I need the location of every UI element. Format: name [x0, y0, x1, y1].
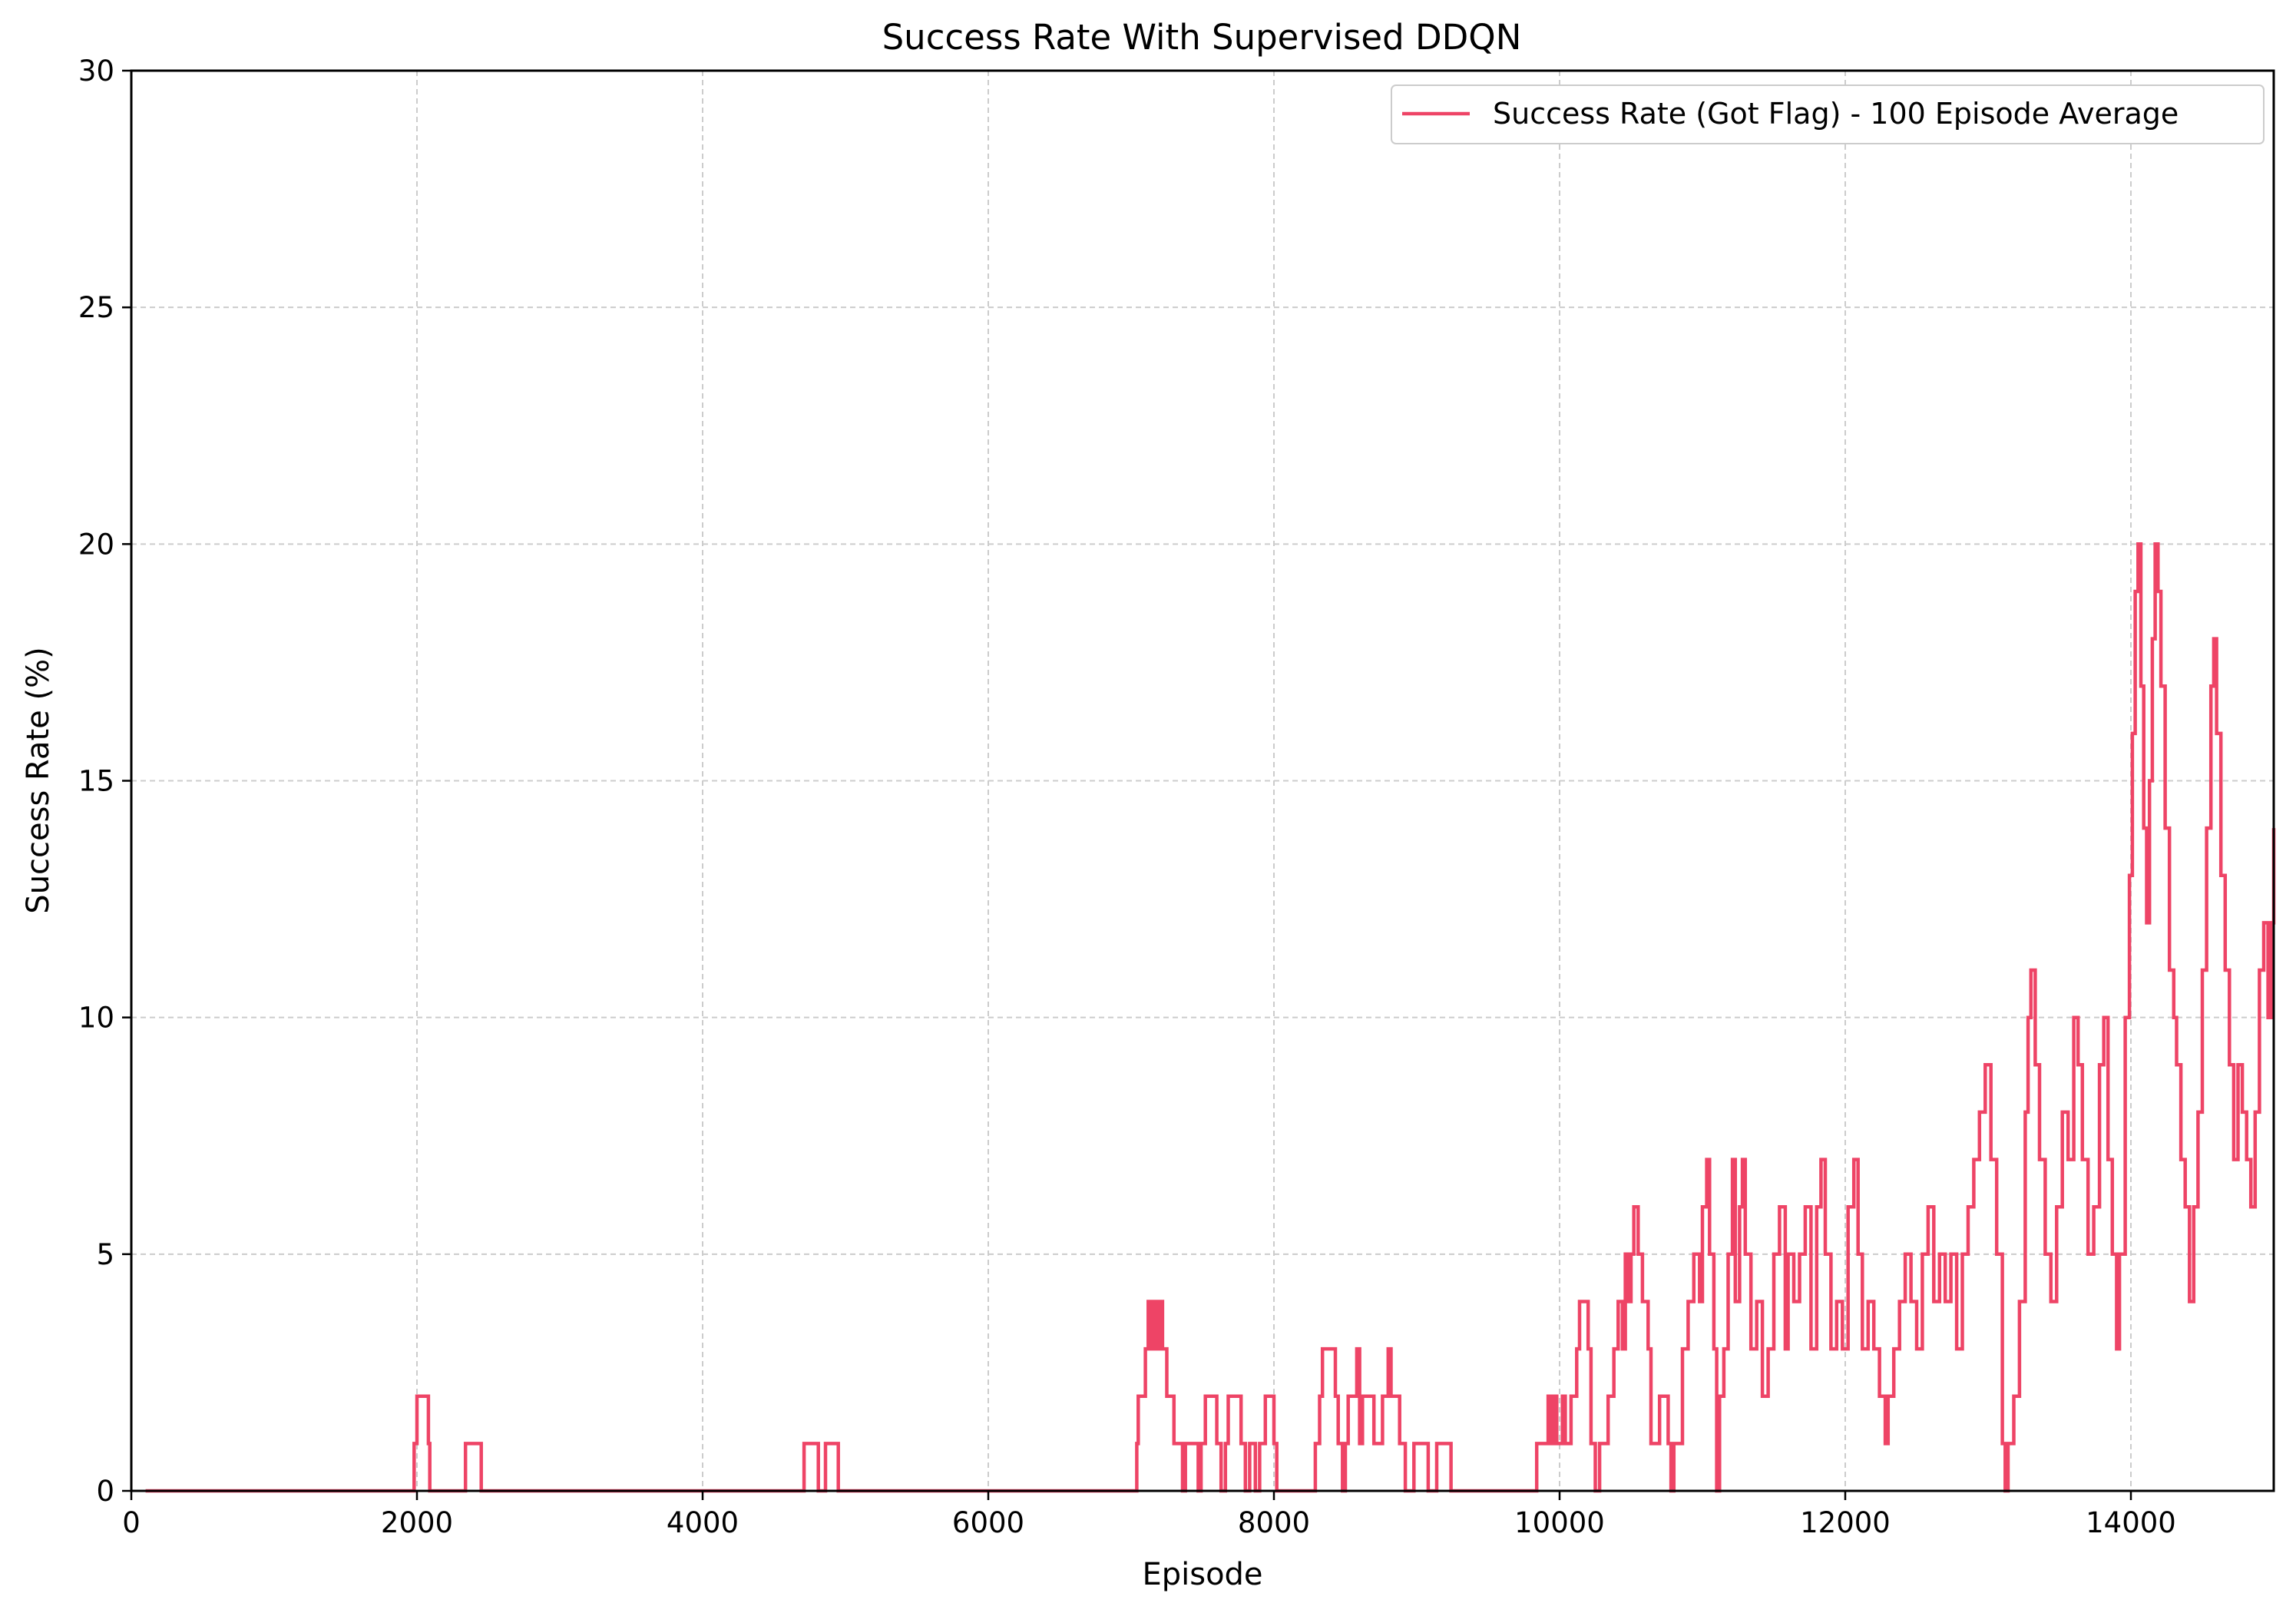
y-axis-title: Success Rate (%) — [21, 647, 56, 913]
legend: Success Rate (Got Flag) - 100 Episode Av… — [1391, 84, 2265, 144]
x-tick-label: 14000 — [2086, 1506, 2176, 1539]
legend-box — [1391, 84, 2265, 144]
series-layer — [145, 542, 2276, 1493]
y-tick-label: 5 — [96, 1238, 114, 1271]
x-tick-label: 0 — [122, 1506, 141, 1539]
series-line — [145, 542, 2276, 1493]
y-tick-label: 20 — [78, 528, 114, 561]
y-tick-label: 30 — [78, 55, 114, 88]
y-tick-label: 0 — [96, 1475, 114, 1508]
x-tick-label: 6000 — [952, 1506, 1024, 1539]
axis-ticks: 0 2000 4000 6000 8000 10000 12000 14000 0 5 10 15 20… — [78, 55, 2176, 1539]
x-tick-label: 2000 — [381, 1506, 453, 1539]
x-tick-label: 4000 — [667, 1506, 739, 1539]
x-tick-label: 8000 — [1238, 1506, 1310, 1539]
y-tick-label: 10 — [78, 1002, 114, 1035]
x-tick-label: 12000 — [1800, 1506, 1891, 1539]
y-tick-label: 15 — [78, 765, 114, 798]
x-axis-title: Episode — [1142, 1557, 1262, 1592]
legend-label: Success Rate (Got Flag) - 100 Episode Av… — [1493, 97, 2179, 131]
grid-lines — [131, 71, 2274, 1491]
x-tick-label: 10000 — [1514, 1506, 1605, 1539]
chart-title: Success Rate With Supervised DDQN — [882, 17, 1522, 58]
y-tick-label: 25 — [78, 291, 114, 324]
